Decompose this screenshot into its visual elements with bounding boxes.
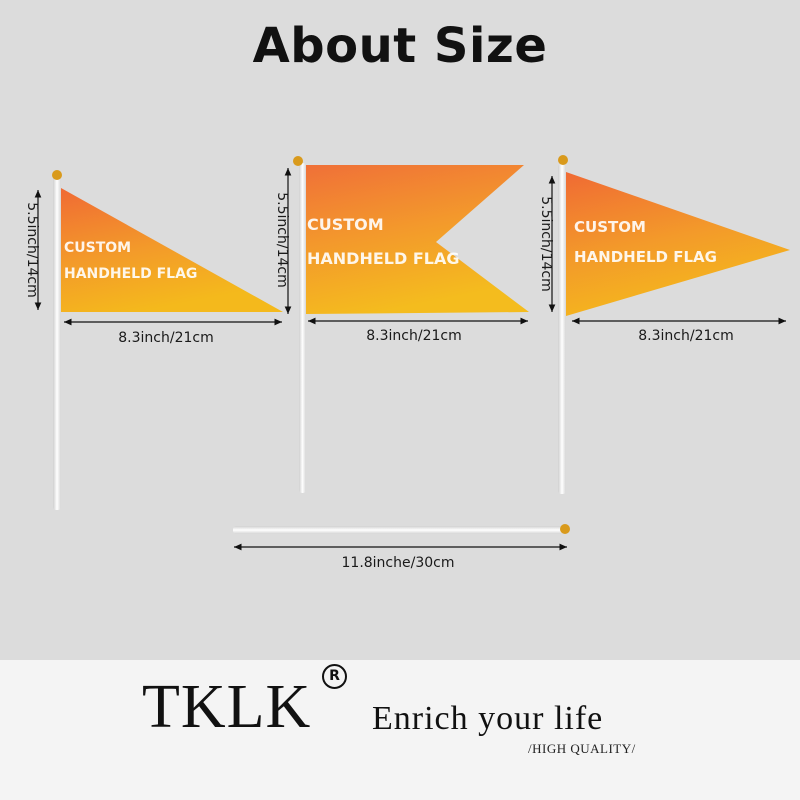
flag-cloth	[566, 172, 790, 316]
flag-triangle: CUSTOM HANDHELD FLAG 5.5inch/14cm 8.3inc…	[24, 170, 283, 510]
brand-footer	[0, 660, 800, 800]
flag-text-line1: CUSTOM	[64, 240, 131, 256]
height-label: 5.5inch/14cm	[274, 192, 290, 287]
stick-cap	[558, 155, 568, 165]
loose-stick	[233, 526, 563, 534]
height-label: 5.5inch/14cm	[24, 202, 40, 297]
flag-text-line2: HANDHELD FLAG	[574, 248, 717, 266]
page-title: About Size	[252, 18, 548, 74]
flags-illustration: CUSTOM HANDHELD FLAG 5.5inch/14cm 8.3inc…	[24, 155, 790, 571]
flag-swallowtail: CUSTOM HANDHELD FLAG 5.5inch/14cm 8.3inc…	[274, 156, 529, 493]
width-label: 8.3inch/21cm	[366, 328, 461, 344]
flag-stick	[558, 164, 566, 494]
flag-stick	[299, 163, 306, 493]
brand-tagline: /HIGH QUALITY/	[528, 741, 636, 756]
brand-logo: TKLK	[142, 673, 312, 741]
width-label: 8.3inch/21cm	[118, 330, 213, 346]
flag-text-line2: HANDHELD FLAG	[64, 266, 197, 282]
flag-cloth	[306, 165, 529, 314]
flag-cloth	[61, 188, 283, 312]
registered-mark: R	[322, 664, 347, 689]
stick-cap	[52, 170, 62, 180]
brand-slogan: Enrich your life	[372, 700, 604, 737]
width-label: 8.3inch/21cm	[638, 328, 733, 344]
stick-cap	[293, 156, 303, 166]
flag-text-line1: CUSTOM	[307, 215, 384, 234]
stick-horizontal: 11.8inche/30cm	[233, 524, 570, 571]
stick-length-label: 11.8inche/30cm	[342, 555, 455, 571]
height-label: 5.5inch/14cm	[538, 196, 554, 291]
stick-cap	[560, 524, 570, 534]
flag-text-line1: CUSTOM	[574, 218, 646, 236]
flag-stick	[53, 176, 61, 510]
flag-text-line2: HANDHELD FLAG	[307, 249, 459, 268]
flag-pennant: CUSTOM HANDHELD FLAG 5.5inch/14cm 8.3inc…	[538, 155, 790, 494]
